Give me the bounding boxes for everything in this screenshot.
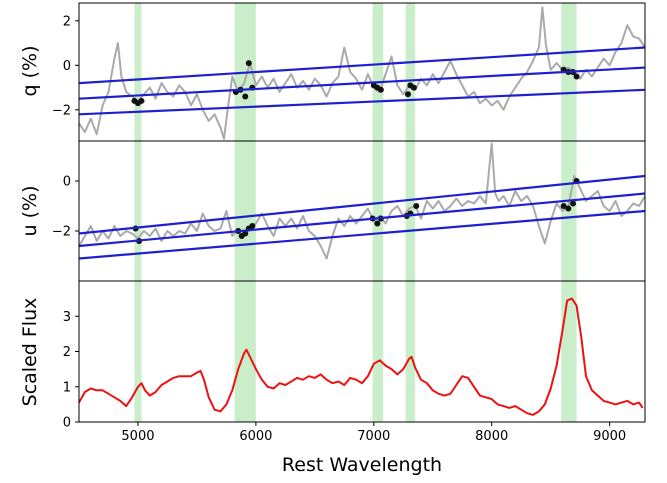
ylabel-q: q (%)	[19, 46, 41, 97]
data-point-q-13	[410, 84, 417, 91]
ytick-label-flux-1: 2	[63, 345, 71, 360]
plot-area-flux	[79, 281, 645, 422]
panel-flux: 3 2 1 0 5000 6000 7000 8000 9000	[63, 280, 646, 444]
data-point-q-2	[138, 97, 145, 104]
highlight-band-flux-3	[405, 281, 416, 422]
xtick-label-2: 7000	[357, 429, 390, 444]
ylabel-flux: Scaled Flux	[19, 298, 41, 407]
ylabel-u: u (%)	[19, 186, 41, 237]
highlight-band-flux-0	[134, 281, 142, 422]
xtick-label-3: 8000	[475, 429, 508, 444]
fit-line-q-1	[78, 66, 646, 100]
highlight-band-u-1	[234, 141, 256, 281]
ytick-label-u-0: 0	[63, 175, 71, 190]
data-point-u-14	[565, 205, 572, 212]
flux-line	[78, 297, 644, 416]
highlight-band-q-3	[405, 3, 416, 141]
ytick-label-flux-0: 3	[63, 310, 71, 325]
data-point-q-10	[377, 86, 384, 93]
fit-line-q-2	[78, 88, 646, 116]
data-point-q-5	[242, 93, 249, 100]
data-point-u-6	[249, 223, 256, 229]
panel-u: 0 −2	[52, 140, 646, 285]
xtick-label-1: 6000	[239, 429, 272, 444]
data-point-q-11	[404, 91, 411, 98]
xtick-label-0: 5000	[121, 429, 154, 444]
panel-q: 2 0 −2	[52, 2, 646, 145]
data-point-u-13	[560, 203, 567, 209]
fit-line-q-0	[78, 46, 646, 85]
fit-line-u-1	[78, 192, 646, 248]
highlight-band-flux-2	[372, 281, 384, 422]
ytick-label-u-1: −2	[52, 225, 71, 240]
ytick-label-q-0: 2	[63, 14, 71, 29]
spectrum-line-u	[78, 142, 646, 260]
fit-line-u-2	[78, 209, 646, 260]
data-point-u-12	[413, 203, 420, 209]
plot-area-u	[79, 141, 645, 281]
data-point-u-15	[570, 200, 577, 207]
xaxis-label: Rest Wavelength	[282, 454, 442, 476]
data-point-u-4	[242, 230, 249, 237]
ytick-label-flux-3: 0	[63, 416, 71, 431]
ytick-label-q-2: −2	[52, 103, 71, 118]
data-point-q-6	[245, 60, 252, 67]
highlight-band-u-2	[372, 141, 384, 281]
highlight-band-q-0	[134, 3, 142, 141]
highlight-band-q-2	[372, 3, 384, 141]
data-point-q-17	[573, 73, 580, 80]
highlight-band-u-0	[134, 141, 142, 281]
ytick-label-q-1: 0	[63, 59, 71, 74]
ytick-label-flux-2: 1	[63, 380, 71, 395]
fit-line-u-0	[78, 174, 646, 235]
data-point-u-8	[374, 220, 381, 227]
xtick-label-4: 9000	[593, 429, 626, 444]
